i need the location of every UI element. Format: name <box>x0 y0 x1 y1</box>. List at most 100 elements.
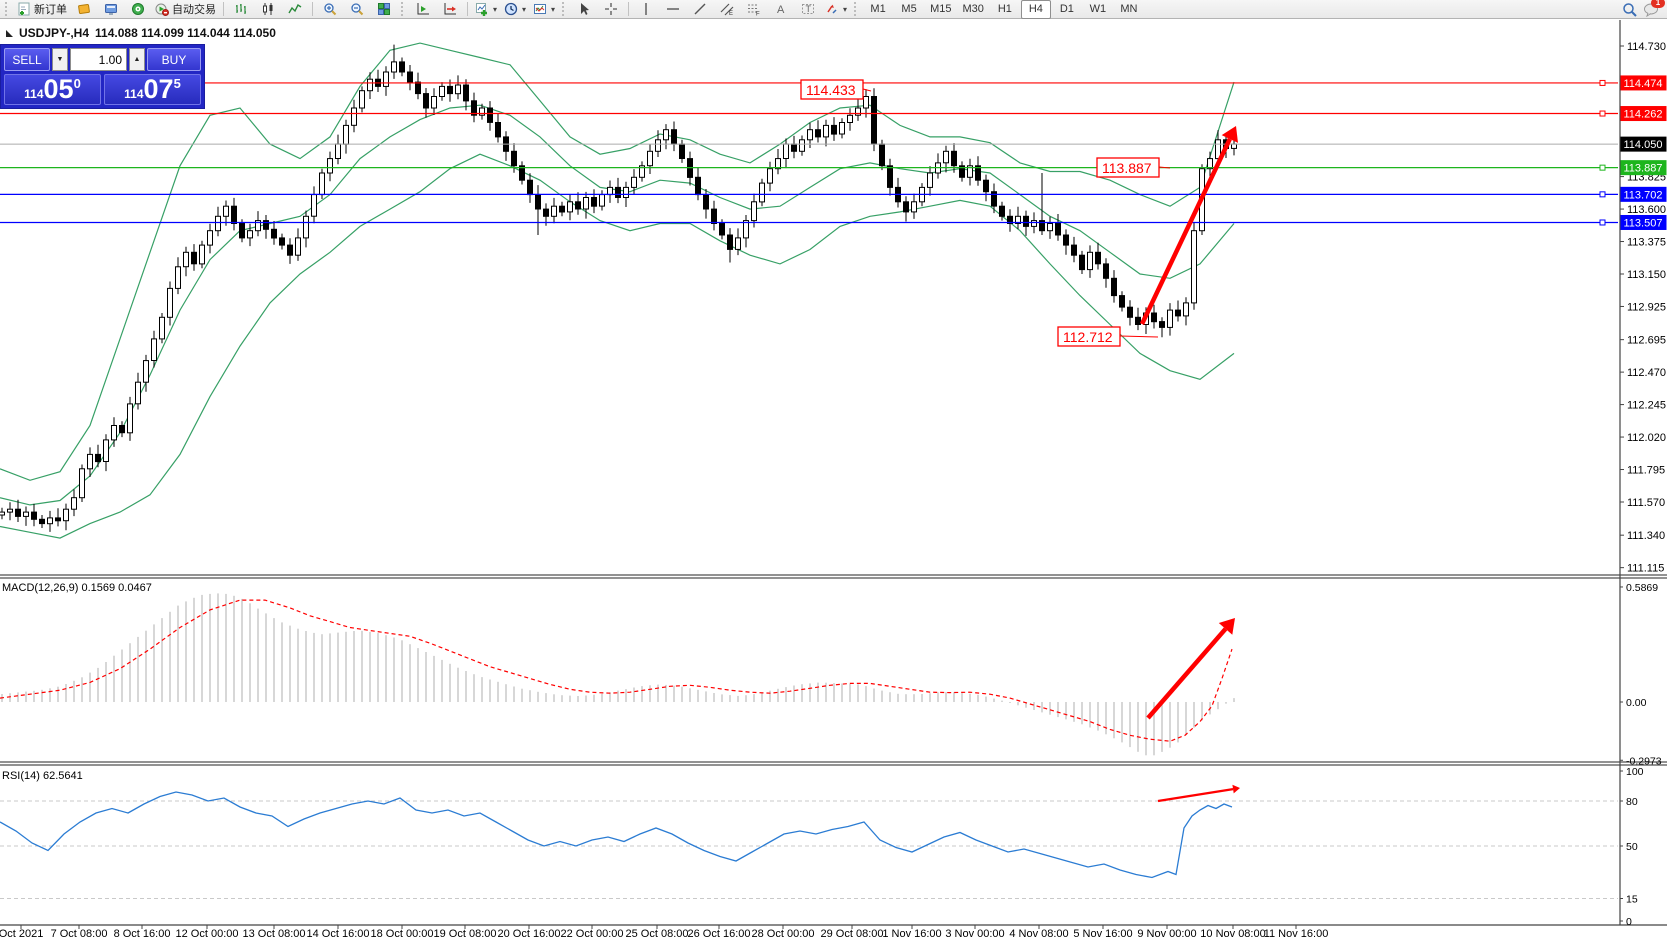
candle-body <box>967 165 973 178</box>
main-trend-arrow-head <box>1221 126 1238 143</box>
buy-button[interactable]: BUY <box>147 48 201 71</box>
trendline-tool-button[interactable] <box>687 0 713 19</box>
new-order-button[interactable]: 新订单 <box>14 0 70 19</box>
bar-chart-button[interactable] <box>228 0 254 19</box>
callout-box[interactable] <box>800 79 864 100</box>
timeframe-m1-button[interactable]: M1 <box>870 3 886 15</box>
zoom-out-icon <box>351 3 364 16</box>
candle-body <box>23 511 29 517</box>
toolbar-separator <box>467 2 468 16</box>
candle-body <box>255 220 261 232</box>
timeframe-clock-button[interactable]: ▾ <box>501 0 529 19</box>
toolbar-grip[interactable] <box>562 2 567 16</box>
chat-button[interactable]: 1 <box>1643 0 1665 17</box>
candle-body <box>759 182 765 203</box>
search-icon[interactable] <box>1622 2 1637 17</box>
callout-box[interactable] <box>1096 157 1160 178</box>
toolbar-grip[interactable] <box>5 2 10 16</box>
text-icon: A <box>777 4 785 16</box>
terminal-button[interactable] <box>98 0 124 19</box>
timeframe-h1-button[interactable]: H1 <box>997 3 1012 15</box>
dropdown-caret-icon: ▾ <box>551 4 556 14</box>
timeframe-d1-button[interactable]: D1 <box>1059 3 1074 15</box>
price-badge-label: 113.702 <box>1624 189 1663 201</box>
autotrading-button[interactable]: 自动交易 <box>152 0 219 19</box>
sr-line-handle <box>1599 219 1606 226</box>
main-trend-arrow <box>1139 138 1232 325</box>
candle-body <box>807 129 813 141</box>
timeframe-m5-button[interactable]: M5 <box>901 3 917 15</box>
time-axis-label: 4 Nov 08:00 <box>1009 928 1068 938</box>
callout-box[interactable] <box>1057 326 1121 347</box>
candle-body <box>623 186 629 198</box>
line-chart-icon <box>288 3 302 14</box>
timeframe-mn-button[interactable]: MN <box>1120 3 1138 15</box>
line-chart-button[interactable] <box>282 0 308 19</box>
toolbar-grip[interactable] <box>401 2 406 16</box>
horizontal-line-tool-button[interactable] <box>660 0 686 19</box>
toolbar-right-group: 1 <box>1622 0 1665 17</box>
add-indicator-button[interactable]: ▾ <box>472 0 500 19</box>
template-button[interactable]: ▾ <box>530 0 558 19</box>
crosshair-tool-button[interactable] <box>598 0 624 19</box>
vertical-line-tool-button[interactable] <box>633 0 659 19</box>
text-tool-button[interactable]: A <box>768 0 794 19</box>
candle-body <box>471 100 477 116</box>
chart-symbol-period: USDJPY-,H4 <box>19 26 90 40</box>
candlestick-chart-button[interactable] <box>255 0 281 19</box>
cursor-tool-button[interactable] <box>571 0 597 19</box>
candle-body <box>223 205 229 217</box>
candle-body <box>879 143 885 167</box>
channel-tool-button[interactable]: E <box>714 0 740 19</box>
candle-body <box>799 139 805 152</box>
price-badge <box>1620 75 1667 91</box>
candle-body <box>119 425 125 434</box>
timeframe-m30-button[interactable]: M30 <box>962 3 984 15</box>
candle-body <box>311 194 317 217</box>
zoom-out-button[interactable] <box>344 0 370 19</box>
volume-increase-button[interactable]: ▲ <box>129 48 145 71</box>
fibonacci-tool-button[interactable]: F <box>741 0 767 19</box>
candle-body <box>975 165 981 181</box>
timeframe-w1-button[interactable]: W1 <box>1089 3 1107 15</box>
time-axis-label: 7 Oct 08:00 <box>51 928 108 938</box>
chart-shift-icon <box>417 3 429 15</box>
candle-body <box>447 85 453 95</box>
trendline-icon <box>694 3 706 15</box>
candle-body <box>455 84 461 95</box>
macd-axis-tick-label: -0.2973 <box>1626 755 1662 767</box>
candle-body <box>231 205 237 224</box>
toolbar-grip[interactable] <box>854 2 859 16</box>
candle-body <box>655 139 661 152</box>
sell-button[interactable]: SELL <box>4 48 50 71</box>
chart-shift-button[interactable] <box>410 0 436 19</box>
text-label-tool-button[interactable]: T <box>795 0 821 19</box>
strategy-button[interactable] <box>125 0 151 19</box>
dropdown-caret-icon: ▾ <box>843 4 848 14</box>
volume-decrease-button[interactable]: ▼ <box>52 48 68 71</box>
arrows-tool-button[interactable]: ▾ <box>822 0 850 19</box>
candle-body <box>511 150 517 167</box>
auto-scroll-button[interactable] <box>437 0 463 19</box>
tile-windows-button[interactable] <box>371 0 397 19</box>
candle-body <box>1079 254 1085 271</box>
candle-body <box>703 194 709 210</box>
tile-windows-icon <box>378 3 390 15</box>
sr-line-handle <box>1599 79 1606 86</box>
timeframe-h4-button[interactable]: H4 <box>1020 0 1051 19</box>
timeframe-m15-button[interactable]: M15 <box>930 3 952 15</box>
candle-body <box>215 215 221 232</box>
buy-price-button[interactable]: 114 07 5 <box>104 74 201 105</box>
price-axis-tick-label: 112.925 <box>1627 301 1666 313</box>
candle-body <box>991 191 997 207</box>
volume-input[interactable] <box>70 48 127 71</box>
candle-body <box>943 150 949 164</box>
rsi-axis-tick-label: 0 <box>1626 916 1632 928</box>
quotes-button[interactable] <box>71 0 97 19</box>
zoom-in-button[interactable] <box>317 0 343 19</box>
time-axis-label: 11 Nov 16:00 <box>1264 928 1329 938</box>
sell-price-button[interactable]: 114 05 0 <box>4 74 101 105</box>
candle-body <box>599 194 605 207</box>
